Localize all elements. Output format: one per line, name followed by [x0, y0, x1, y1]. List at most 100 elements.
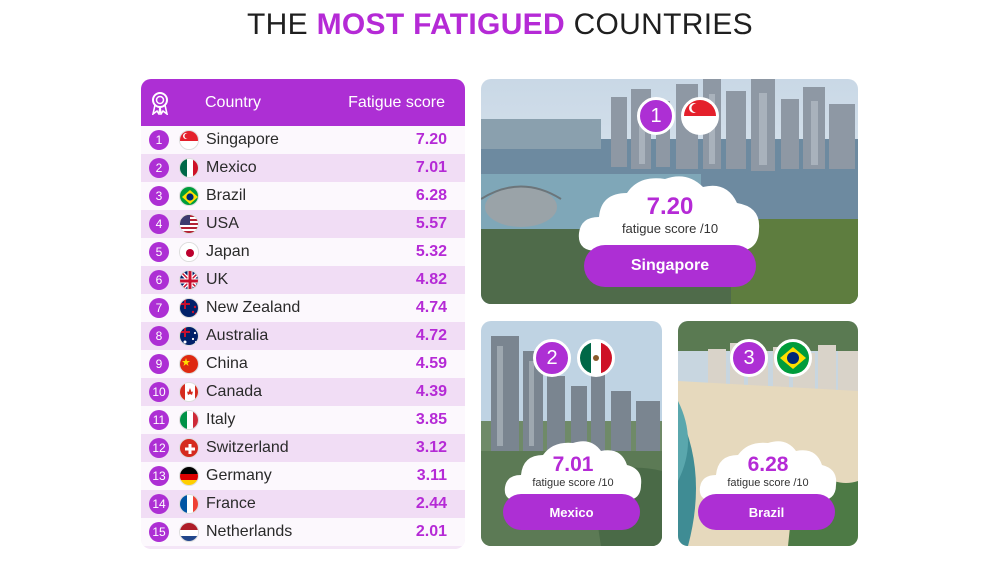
- score-unit: fatigue score /10: [532, 477, 614, 489]
- top-country-card-2: 2 7.01 fatigue score /10 Mexico: [481, 321, 662, 546]
- table-row: 11 Italy 3.85: [141, 406, 465, 434]
- score-cloud: 7.20 fatigue score /10: [577, 171, 763, 253]
- table-row: 14 France 2.44: [141, 490, 465, 518]
- country-name: Singapore: [206, 131, 279, 148]
- new-zealand-flag-icon: [179, 298, 199, 318]
- table-row: 15 Netherlands 2.01: [141, 518, 465, 546]
- rank-badge: 5: [149, 242, 169, 262]
- china-flag-icon: [179, 354, 199, 374]
- rank-badge: 15: [149, 522, 169, 542]
- page-title: THE MOST FATIGUED COUNTRIES: [0, 8, 1000, 42]
- score-value: 7.20: [646, 193, 694, 220]
- table-row: 10 Canada 4.39: [141, 378, 465, 406]
- fatigue-score: 7.20: [415, 131, 447, 148]
- rank-badge-group: 1: [637, 97, 719, 135]
- ranking-table: Country Fatigue score 1 Singapore 7.20 2 Mex…: [141, 79, 465, 549]
- country-name: Switzerland: [206, 439, 289, 456]
- singapore-flag-icon: [681, 97, 719, 135]
- mexico-flag-icon: [577, 339, 615, 377]
- table-row: 7 New Zealand 4.74: [141, 294, 465, 322]
- uk-flag-icon: [179, 270, 199, 290]
- table-row: 6 UK 4.82: [141, 266, 465, 294]
- score-unit: fatigue score /10: [621, 221, 719, 236]
- table-row: 13 Germany 3.11: [141, 462, 465, 490]
- fatigue-score: 4.59: [415, 355, 447, 372]
- singapore-flag-icon: [179, 130, 199, 150]
- fatigue-score: 4.82: [415, 271, 447, 288]
- rank-badge: 8: [149, 326, 169, 346]
- column-header-fatigue-score: Fatigue score: [348, 93, 445, 111]
- country-name-pill: Mexico: [503, 494, 640, 530]
- table-row: 8 Australia 4.72: [141, 322, 465, 350]
- award-ribbon-icon: [141, 91, 179, 115]
- rank-badge: 9: [149, 354, 169, 374]
- fatigue-score: 2.01: [415, 523, 447, 540]
- japan-flag-icon: [179, 242, 199, 262]
- country-name: Canada: [206, 383, 263, 400]
- table-row: 1 Singapore 7.20: [141, 126, 465, 154]
- title-part-2: COUNTRIES: [564, 8, 753, 41]
- fatigue-score: 4.39: [415, 383, 447, 400]
- table-row: 2 Mexico 7.01: [141, 154, 465, 182]
- rank-badge: 7: [149, 298, 169, 318]
- country-name: UK: [206, 271, 229, 288]
- mexico-flag-icon: [179, 158, 199, 178]
- rank-number-badge: 2: [533, 339, 571, 377]
- fatigue-score: 2.44: [415, 495, 447, 512]
- top-country-card-1: 1 7.20 fatigue score /10 Singapore: [481, 79, 858, 304]
- column-header-country: Country: [205, 93, 262, 111]
- rank-badge: 1: [149, 130, 169, 150]
- fatigue-score: 6.28: [415, 187, 447, 204]
- switzerland-flag-icon: [179, 438, 199, 458]
- germany-flag-icon: [179, 466, 199, 486]
- country-name: Brazil: [206, 187, 247, 204]
- australia-flag-icon: [179, 326, 199, 346]
- fatigue-score: 5.32: [415, 243, 447, 260]
- usa-flag-icon: [179, 214, 199, 234]
- fatigue-score: 4.72: [415, 327, 447, 344]
- rank-badge: 4: [149, 214, 169, 234]
- fatigue-score: 7.01: [415, 159, 447, 176]
- country-name: Germany: [206, 467, 272, 484]
- country-name-pill: Brazil: [698, 494, 835, 530]
- country-name: Italy: [206, 411, 236, 428]
- score-cloud: 7.01 fatigue score /10: [503, 437, 643, 503]
- rank-number-badge: 3: [730, 339, 768, 377]
- rank-number-badge: 1: [637, 97, 675, 135]
- score-value: 7.01: [552, 453, 594, 476]
- table-body: 1 Singapore 7.20 2 Mexico 7.01 3 Brazil 6.28 4 USA…: [141, 126, 465, 546]
- fatigue-score: 5.57: [415, 215, 447, 232]
- table-row: 12 Switzerland 3.12: [141, 434, 465, 462]
- country-name: China: [206, 355, 248, 372]
- canada-flag-icon: [179, 382, 199, 402]
- rank-badge: 11: [149, 410, 169, 430]
- title-accent: MOST FATIGUED: [316, 8, 565, 41]
- score-unit: fatigue score /10: [727, 477, 809, 489]
- fatigue-score: 4.74: [415, 299, 447, 316]
- table-header: Country Fatigue score: [141, 79, 465, 126]
- rank-badge-group: 2: [533, 339, 615, 377]
- score-cloud: 6.28 fatigue score /10: [698, 437, 838, 503]
- rank-badge-group: 3: [730, 339, 812, 377]
- table-row: 4 USA 5.57: [141, 210, 465, 238]
- top-country-card-3: 3 6.28 fatigue score /10 Brazil: [678, 321, 858, 546]
- country-name: France: [206, 495, 256, 512]
- country-name: Netherlands: [206, 523, 293, 540]
- country-name: Japan: [206, 243, 250, 260]
- table-row: 9 China 4.59: [141, 350, 465, 378]
- fatigue-score: 3.85: [415, 411, 447, 428]
- title-part-1: THE: [247, 8, 317, 41]
- fatigue-score: 3.11: [416, 467, 447, 484]
- netherlands-flag-icon: [179, 522, 199, 542]
- rank-badge: 12: [149, 438, 169, 458]
- rank-badge: 3: [149, 186, 169, 206]
- country-name: USA: [206, 215, 239, 232]
- country-name: Mexico: [206, 159, 257, 176]
- rank-badge: 2: [149, 158, 169, 178]
- rank-badge: 13: [149, 466, 169, 486]
- brazil-flag-icon: [179, 186, 199, 206]
- country-name: New Zealand: [206, 299, 301, 316]
- table-row: 3 Brazil 6.28: [141, 182, 465, 210]
- country-name-pill: Singapore: [584, 245, 756, 287]
- score-value: 6.28: [747, 453, 789, 476]
